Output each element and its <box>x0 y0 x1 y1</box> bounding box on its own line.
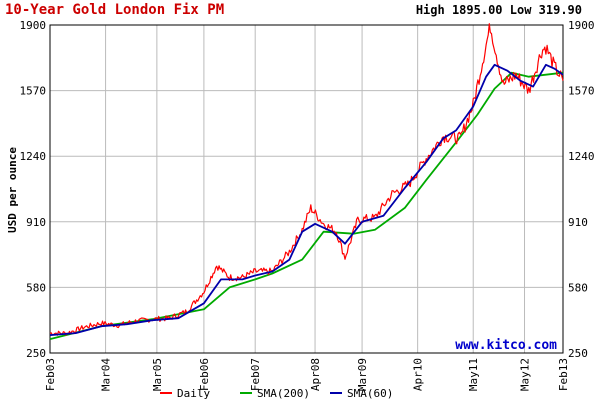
y-axis-label: USD per ounce <box>6 147 19 233</box>
x-tick-label: May11 <box>467 358 480 391</box>
x-tick-label: Mar05 <box>151 358 164 391</box>
y-tick-labels-left: 250 580 910 1240 1570 1900 <box>20 19 47 360</box>
x-tick-label: Mar04 <box>100 358 113 391</box>
y-tick-label-right: 580 <box>568 281 588 294</box>
y-tick-label-left: 1900 <box>20 19 47 32</box>
x-tick-label: May12 <box>519 358 532 391</box>
x-tick-label: Feb03 <box>44 358 57 391</box>
watermark-text: www.kitco.com <box>455 338 557 353</box>
plot-frame <box>49 24 564 354</box>
x-tick-labels: Feb03 Mar04 Mar05 Feb06 Feb07 Apr08 Mar09 Apr10… <box>44 358 570 391</box>
legend-label: SMA(60) <box>347 387 393 400</box>
y-tick-label-left: 250 <box>26 347 46 360</box>
legend-label: Daily <box>177 387 210 400</box>
x-tick-label: Apr10 <box>412 358 425 391</box>
y-tick-label-left: 1240 <box>20 150 47 163</box>
y-tick-label-left: 910 <box>26 216 46 229</box>
y-tick-label-right: 1570 <box>568 85 595 98</box>
legend: Daily SMA(200) SMA(60) <box>160 387 393 400</box>
y-tick-label-left: 1570 <box>20 85 47 98</box>
y-tick-label-left: 580 <box>26 281 46 294</box>
y-tick-labels-right: 250 580 910 1240 1570 1900 <box>568 19 595 360</box>
legend-label: SMA(200) <box>257 387 310 400</box>
y-tick-label-right: 250 <box>568 347 588 360</box>
y-tick-label-right: 1240 <box>568 150 595 163</box>
chart-title: 10-Year Gold London Fix PM <box>5 2 224 18</box>
x-tick-label: Feb07 <box>249 358 262 391</box>
x-tick-label: Feb06 <box>198 358 211 391</box>
x-tick-label: Apr08 <box>309 358 322 391</box>
x-tick-label: Feb13 <box>557 358 570 391</box>
series-layer <box>49 23 564 340</box>
series-line-sma-200 <box>49 71 564 340</box>
x-tick-label: Mar09 <box>356 358 369 391</box>
y-tick-label-right: 1900 <box>568 19 595 32</box>
high-low-stats: High 1895.00 Low 319.90 <box>416 3 582 17</box>
y-tick-label-right: 910 <box>568 216 588 229</box>
series-line-sma-60 <box>49 63 564 336</box>
